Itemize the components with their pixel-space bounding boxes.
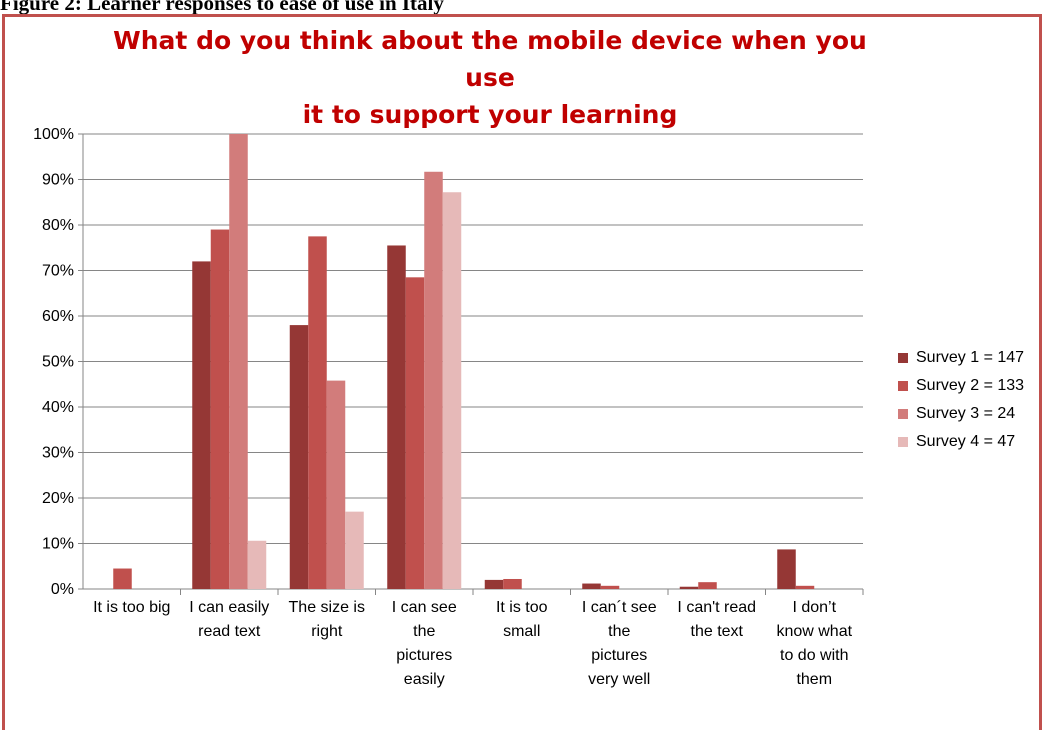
legend-item-survey-2: Survey 2 = 133	[898, 372, 1024, 400]
bar	[345, 511, 364, 589]
x-category-label: I can easily read text	[189, 599, 269, 640]
y-tick-label: 90%	[42, 172, 74, 189]
chart-frame	[2, 14, 1042, 730]
bar	[442, 192, 462, 590]
x-category-label: I can see the pictures easily	[392, 599, 457, 688]
bar	[289, 325, 309, 589]
y-tick-label: 20%	[42, 490, 74, 507]
legend-label: Survey 4 = 47	[916, 433, 1016, 450]
bar	[308, 236, 327, 589]
y-tick-label: 100%	[33, 126, 74, 143]
x-category-label: The size is right	[289, 599, 365, 640]
y-tick-label: 70%	[42, 263, 74, 280]
chart-legend: Survey 1 = 147 Survey 2 = 133 Survey 3 =…	[898, 344, 1024, 456]
bar	[600, 585, 620, 589]
bar	[405, 277, 425, 589]
chart-title-line-1: What do you think about the mobile devic…	[113, 26, 867, 92]
x-category-label: It is too big	[93, 599, 170, 616]
legend-swatch	[898, 381, 908, 391]
legend-item-survey-4: Survey 4 = 47	[898, 428, 1024, 456]
legend-swatch	[898, 437, 908, 447]
legend-label: Survey 3 = 24	[916, 405, 1016, 422]
y-tick-label: 50%	[42, 354, 74, 371]
y-tick-label: 80%	[42, 217, 74, 234]
legend-label: Survey 2 = 133	[916, 377, 1025, 394]
bar	[424, 171, 443, 589]
bar	[795, 585, 815, 589]
bar	[192, 261, 211, 589]
x-category-label: I don’t know what to do with them	[776, 599, 852, 688]
bar	[326, 380, 346, 589]
x-category-label: I can't read the text	[677, 599, 756, 640]
bar	[247, 540, 267, 589]
bar	[582, 583, 601, 589]
bar	[210, 229, 230, 590]
bar	[484, 579, 504, 589]
legend-item-survey-1: Survey 1 = 147	[898, 344, 1024, 372]
bar	[698, 582, 717, 589]
y-tick-label: 60%	[42, 308, 74, 325]
x-category-label: It is too small	[496, 599, 548, 640]
chart-title: What do you think about the mobile devic…	[100, 22, 880, 133]
bar	[503, 578, 522, 589]
y-tick-label: 30%	[42, 445, 74, 462]
legend-swatch	[898, 409, 908, 419]
y-tick-label: 40%	[42, 399, 74, 416]
bar	[113, 568, 132, 589]
chart-title-line-2: it to support your learning	[302, 100, 678, 129]
x-category-label: I can´t see the pictures very well	[582, 599, 657, 688]
legend-label: Survey 1 = 147	[916, 349, 1025, 366]
bar	[387, 245, 406, 589]
y-tick-label: 10%	[42, 536, 74, 553]
figure-caption: Figure 2: Learner responses to ease of u…	[0, 0, 444, 15]
bar	[777, 549, 796, 589]
legend-swatch	[898, 353, 908, 363]
legend-item-survey-3: Survey 3 = 24	[898, 400, 1024, 428]
bar	[229, 134, 248, 589]
bar	[679, 586, 699, 589]
y-tick-label: 0%	[51, 581, 74, 598]
